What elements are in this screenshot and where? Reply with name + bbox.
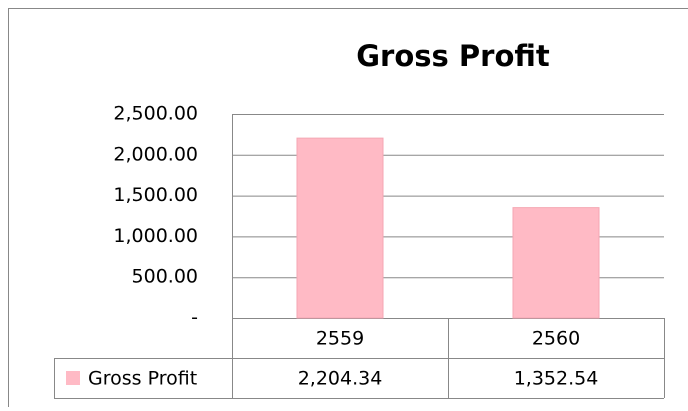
chart-title: Gross Profit [356, 39, 550, 73]
y-tick-label: 500.00 [132, 266, 198, 288]
y-tick-label: 2,000.00 [113, 143, 198, 165]
y-tick-label: - [191, 307, 198, 329]
y-tick-label: 2,500.00 [113, 103, 198, 125]
bar [297, 138, 383, 318]
y-tick-label: 1,500.00 [113, 184, 198, 206]
bar [513, 208, 599, 318]
data-table-value: 2,204.34 [298, 368, 383, 390]
x-tick-label: 2559 [316, 328, 364, 350]
y-tick-label: 1,000.00 [113, 225, 198, 247]
data-table-value: 1,352.54 [514, 368, 599, 390]
legend-key [66, 371, 80, 385]
legend-label: Gross Profit [88, 368, 197, 390]
x-tick-label: 2560 [532, 328, 580, 350]
